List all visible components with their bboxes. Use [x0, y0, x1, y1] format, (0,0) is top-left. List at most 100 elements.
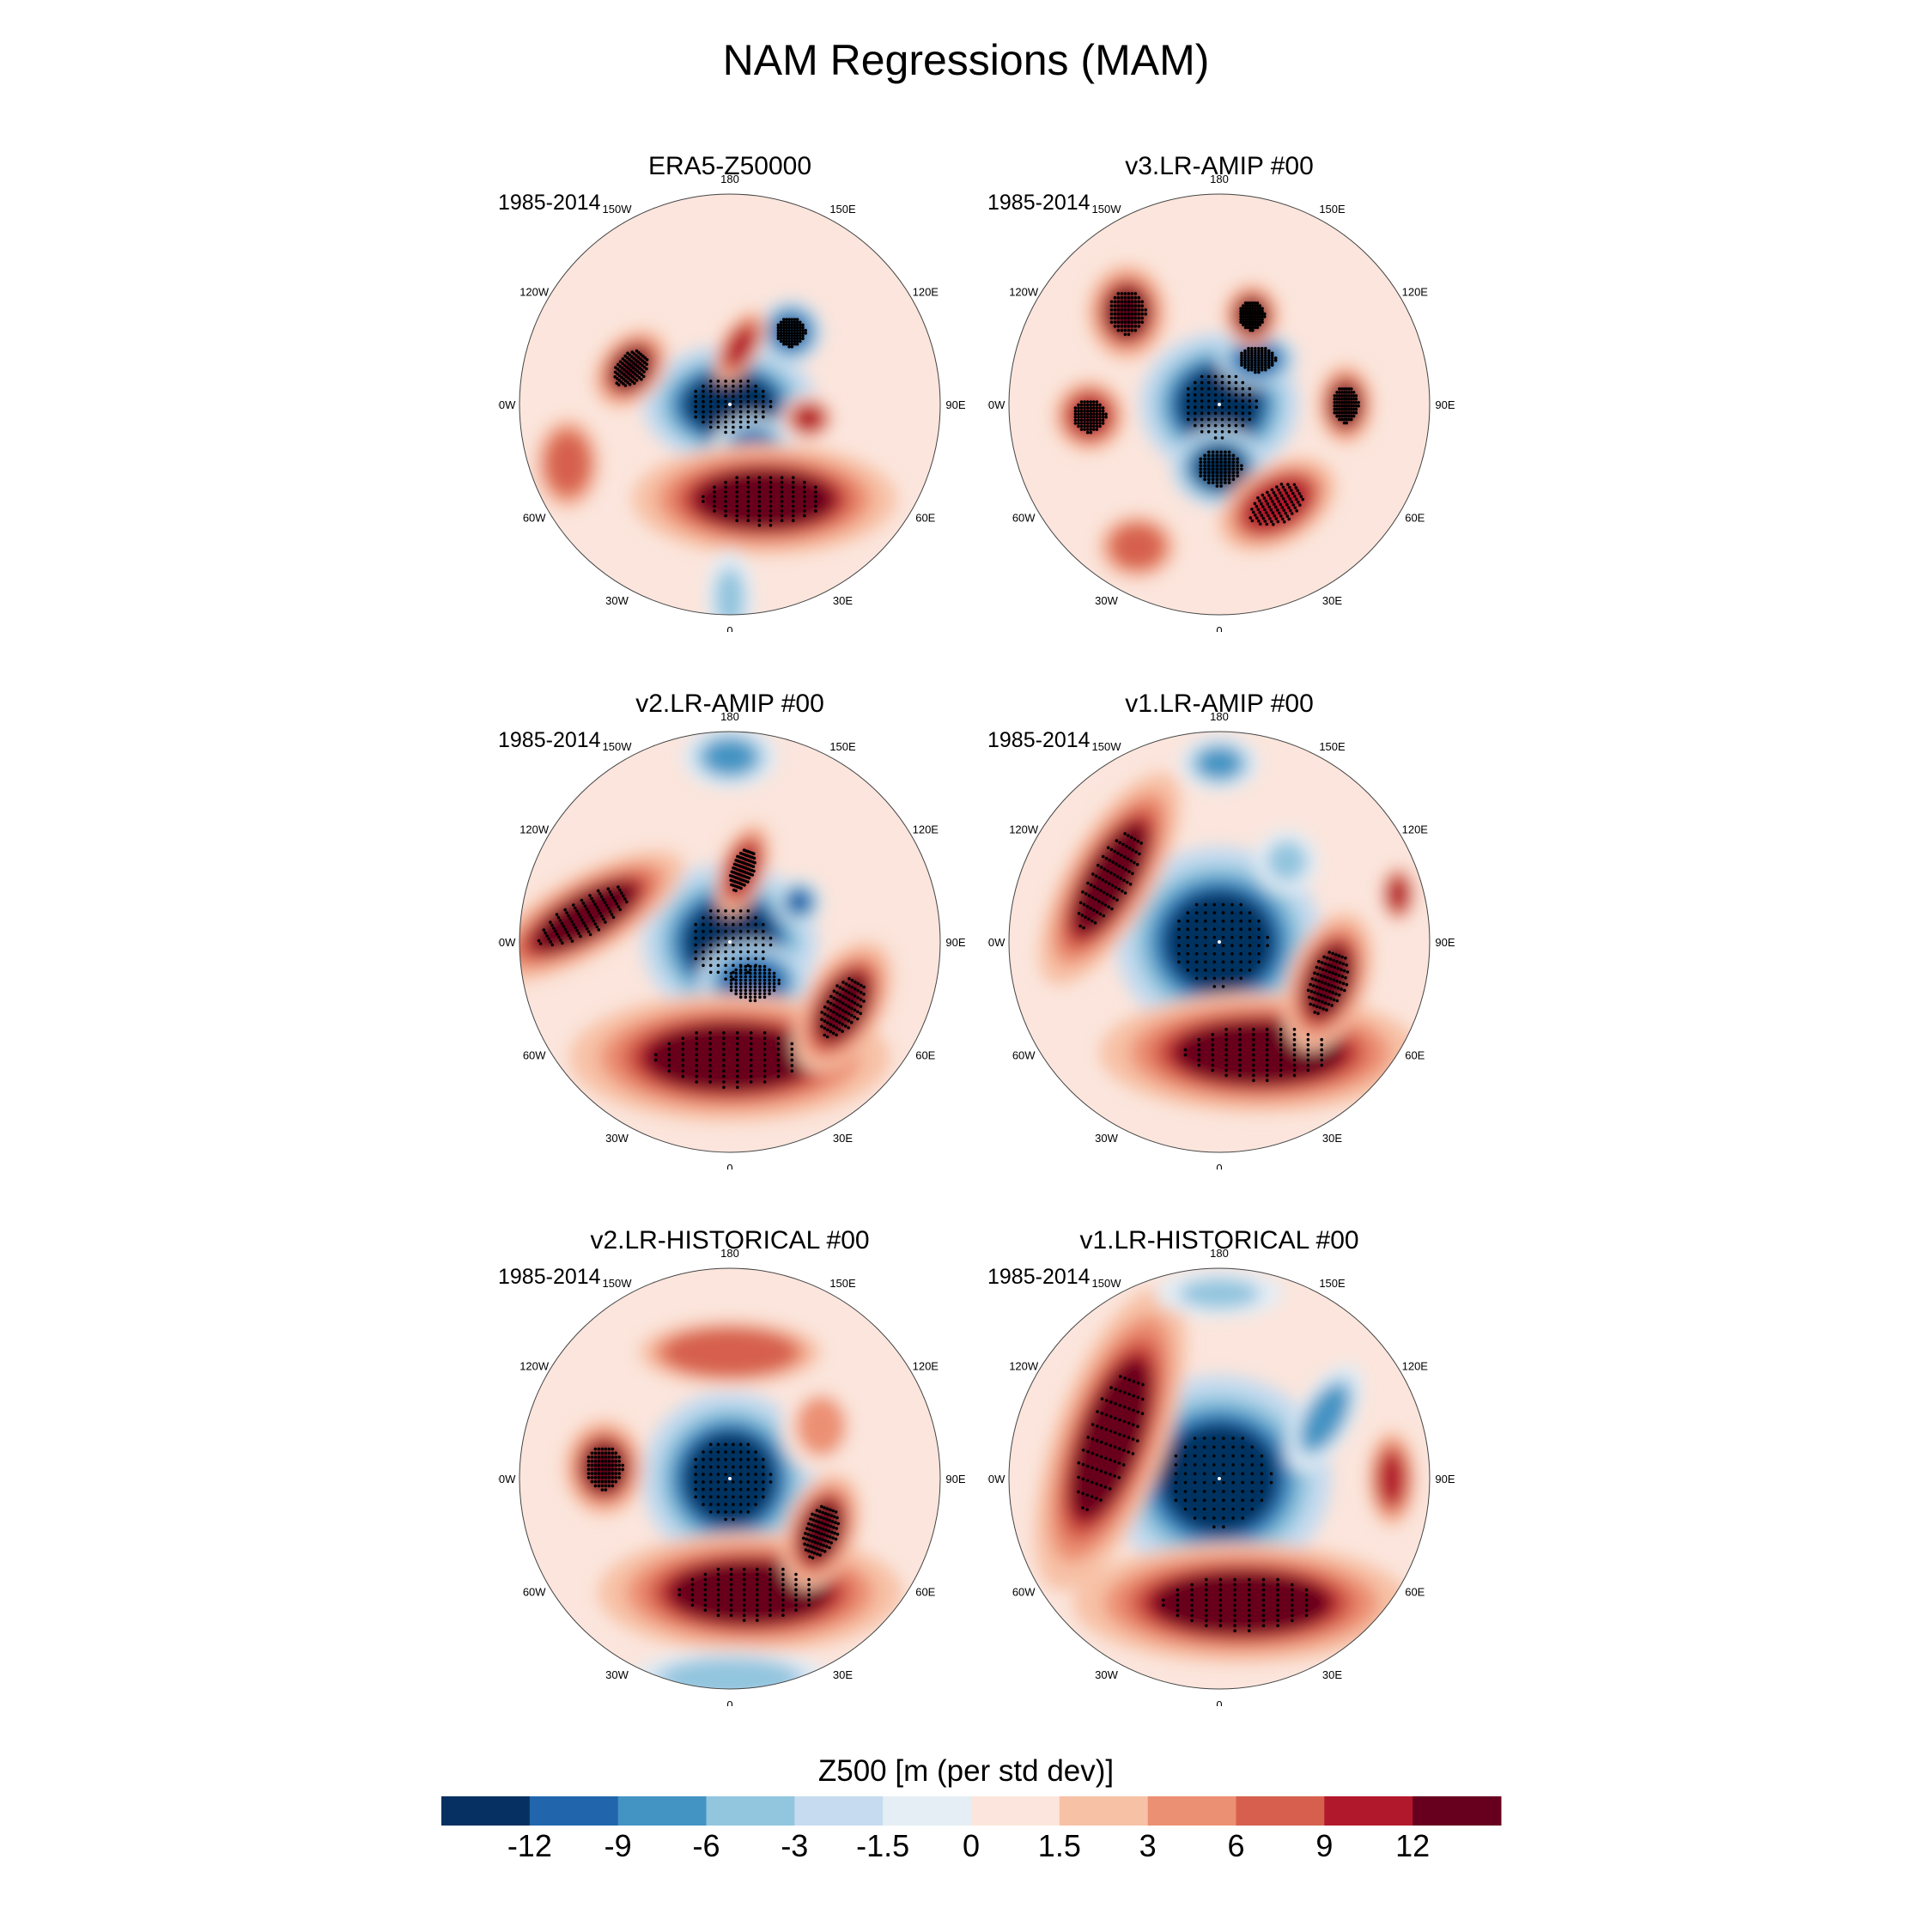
stipple-dot [772, 971, 776, 975]
stipple-dot [1187, 417, 1190, 422]
stipple-dot [1224, 450, 1227, 454]
stipple-dot [1089, 406, 1093, 410]
contour-region [1194, 447, 1245, 489]
stipple-dot [780, 519, 784, 522]
panel-period: 1985-2014 [498, 1265, 601, 1289]
stipple-dot [832, 1003, 835, 1007]
stipple-dot [1127, 1392, 1131, 1396]
stipple-dot [791, 519, 795, 522]
stipple-dot [1292, 1063, 1297, 1067]
longitude-label: 180 [1210, 173, 1229, 185]
stipple-dot [1113, 1431, 1117, 1435]
stipple-dot [756, 1583, 759, 1587]
stipple-dot [1190, 1608, 1194, 1613]
stipple-dot [1338, 398, 1341, 401]
stipple-dot [1211, 1063, 1214, 1067]
stipple-dot [1113, 312, 1117, 316]
stipple-dot [1340, 387, 1344, 391]
stipple-dot [1265, 1033, 1269, 1036]
stipple-dot [854, 980, 857, 984]
longitude-label: 30W [1095, 1668, 1118, 1681]
stipple-dot [1350, 398, 1353, 401]
stipple-dot [827, 1529, 831, 1533]
stipple-dot [1240, 358, 1243, 362]
stipple-dot [1247, 356, 1250, 360]
stipple-dot [749, 1031, 753, 1035]
stipple-dot [1336, 967, 1340, 970]
stipple-dot [702, 1480, 705, 1484]
stipple-dot [746, 1473, 750, 1476]
stipple-dot [708, 1036, 712, 1040]
stipple-dot [1336, 986, 1340, 990]
stipple-dot [1253, 304, 1257, 307]
stipple-dot [776, 325, 781, 330]
stipple-dot [1183, 1454, 1188, 1458]
stipple-dot [1122, 1419, 1127, 1424]
stipple-dot [744, 985, 748, 989]
stipple-dot [803, 490, 806, 494]
stipple-dot [645, 358, 649, 361]
stipple-dot [620, 371, 623, 374]
stipple-dot [1177, 927, 1181, 931]
stipple-dot [822, 1516, 826, 1521]
stipple-dot [1101, 878, 1104, 882]
stipple-dot [769, 936, 773, 940]
colorbar-swatch [617, 1796, 707, 1826]
stipple-dot [1258, 304, 1262, 307]
stipple-dot [1098, 424, 1102, 428]
stipple-dot [1309, 989, 1314, 993]
stipple-dot [604, 1455, 608, 1459]
stipple-dot [785, 337, 788, 341]
stipple-dot [598, 892, 602, 896]
stipple-dot [702, 957, 705, 961]
colorbar-title: Z500 [m (per std dev)] [817, 1754, 1115, 1788]
stipple-dot [746, 929, 750, 933]
stipple-dot [1117, 864, 1121, 868]
stipple-dot [729, 1583, 733, 1587]
stipple-dot [716, 1503, 720, 1506]
stipple-dot [1103, 903, 1108, 907]
stipple-dot [1137, 316, 1141, 320]
stipple-dot [1239, 976, 1242, 981]
stipple-dot [753, 978, 757, 982]
stipple-dot [1077, 412, 1080, 416]
stipple-dot [561, 941, 564, 945]
stipple-dot [608, 890, 612, 894]
stipple-dot [617, 885, 620, 889]
stipple-dot [736, 1053, 739, 1056]
colorbar-swatch [1324, 1796, 1413, 1826]
stipple-dot [695, 1069, 698, 1073]
stipple-dot [1354, 407, 1358, 411]
stipple-dot [810, 1523, 814, 1527]
stipple-dot [620, 366, 624, 370]
stipple-dot [746, 513, 750, 518]
stipple-dot [695, 1080, 698, 1084]
stipple-dot [1219, 484, 1223, 488]
stipple-dot [732, 1495, 735, 1499]
stipple-dot [1200, 386, 1204, 391]
stipple-dot [611, 1455, 615, 1459]
stipple-dot [1306, 1058, 1310, 1062]
stipple-dot [724, 509, 727, 513]
stipple-dot [834, 1510, 838, 1514]
stipple-dot [735, 476, 738, 479]
stipple-dot [835, 1533, 840, 1536]
stipple-dot [776, 1053, 781, 1056]
stipple-dot [762, 978, 767, 982]
stipple-dot [829, 1001, 833, 1005]
stipple-dot [859, 1012, 862, 1016]
stipple-dot [645, 367, 648, 371]
stipple-dot [1136, 839, 1140, 843]
stipple-dot [1101, 422, 1105, 425]
stipple-dot [1197, 1037, 1201, 1042]
colorbar-swatch [1147, 1796, 1236, 1826]
stipple-dot [762, 390, 765, 393]
stipple-dot [810, 1550, 813, 1554]
stipple-dot [562, 925, 566, 928]
stipple-dot [626, 376, 630, 380]
stipple-dot [1221, 952, 1225, 956]
stipple-dot [1271, 500, 1274, 503]
stipple-dot [1252, 510, 1255, 514]
stipple-dot [1238, 1073, 1242, 1078]
stipple-dot [732, 1443, 735, 1446]
